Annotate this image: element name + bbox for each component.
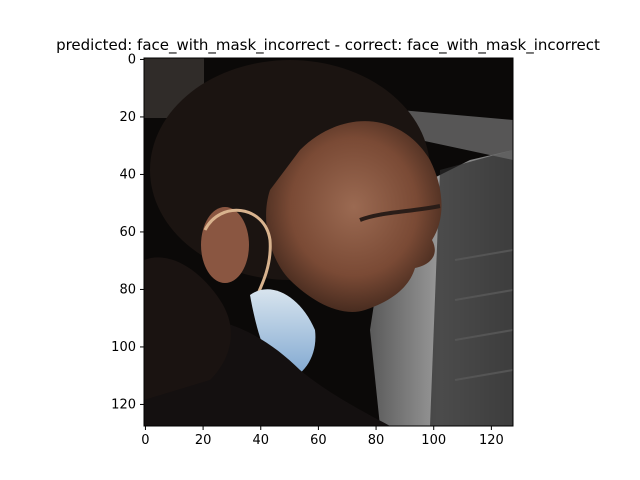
x-axis: 0 20 40 60 80 100 120	[141, 426, 504, 448]
photo-glasses	[359, 204, 441, 222]
x-tick-label: 100	[421, 433, 446, 448]
y-tick-label: 40	[119, 167, 136, 182]
y-tick-label: 0	[128, 52, 136, 67]
photo-ridge-line	[454, 289, 513, 301]
photo-face	[266, 121, 442, 312]
y-tick-label: 20	[119, 110, 136, 125]
x-tick-label: 80	[368, 433, 385, 448]
x-tick-label: 60	[310, 433, 327, 448]
y-tick-label: 120	[111, 397, 136, 412]
x-tick-label: 40	[252, 433, 269, 448]
photo-shoulder	[144, 257, 231, 400]
y-tick-label: 60	[119, 225, 136, 240]
photo	[144, 58, 513, 426]
y-axis: 0 20 40 60 80 100 120	[111, 52, 144, 412]
photo-handrail	[400, 110, 513, 160]
x-tick-label: 0	[141, 433, 149, 448]
photo-ridge-line	[454, 249, 513, 261]
x-tick-label: 120	[479, 433, 504, 448]
figure-title: predicted: face_with_mask_incorrect - co…	[56, 36, 600, 55]
photo-seat-ridges	[430, 150, 513, 426]
y-tick-label: 100	[111, 340, 136, 355]
y-tick-label: 80	[119, 282, 136, 297]
photo-mask	[250, 289, 316, 382]
photo-ear	[201, 207, 249, 283]
axes-frame	[143, 57, 514, 427]
photo-ridge-line	[454, 369, 513, 381]
x-tick-label: 20	[195, 433, 212, 448]
photo-ridge-line	[454, 329, 513, 341]
photo-mask-strap	[203, 208, 272, 301]
